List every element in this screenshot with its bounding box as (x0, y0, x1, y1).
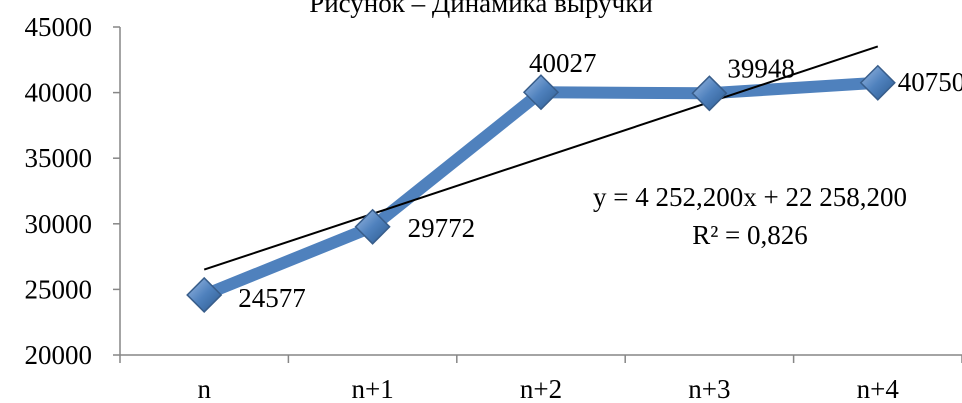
data-label: 39948 (727, 53, 795, 83)
x-tick-label: n (197, 374, 211, 403)
trendline (203, 45, 879, 271)
x-tick-label: n+3 (688, 374, 730, 403)
trendline-equation: y = 4 252,200x + 22 258,200 (593, 182, 907, 212)
y-tick-label: 40000 (25, 78, 93, 108)
trendline-r2: R² = 0,826 (692, 220, 808, 250)
data-label: 40027 (529, 48, 597, 78)
x-tick-label: n+4 (857, 374, 900, 403)
y-tick-label: 45000 (25, 12, 93, 42)
data-label: 29772 (408, 213, 476, 243)
data-point-marker (691, 75, 728, 112)
data-label: 40750 (898, 67, 962, 97)
y-tick-label: 35000 (25, 143, 93, 173)
y-tick-label: 30000 (25, 209, 93, 239)
x-tick-label: n+1 (351, 374, 393, 403)
data-point-marker (186, 276, 223, 314)
data-point-marker (859, 64, 896, 101)
chart-title: Рисунок – Динамика выручки (309, 0, 653, 18)
data-point-marker (522, 74, 560, 111)
x-tick-label: n+2 (520, 374, 562, 403)
data-point-marker (354, 208, 391, 245)
y-tick-label: 20000 (25, 340, 93, 370)
data-label: 24577 (238, 283, 306, 313)
y-tick-label: 25000 (25, 274, 93, 304)
